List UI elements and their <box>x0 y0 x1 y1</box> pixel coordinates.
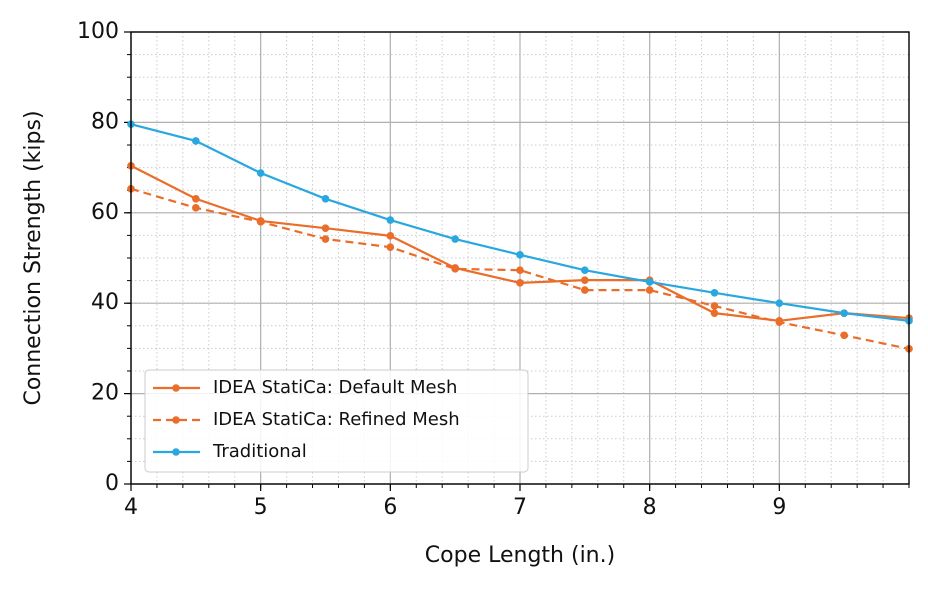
data-point <box>321 194 330 203</box>
data-point <box>256 169 265 177</box>
data-point <box>321 235 330 243</box>
data-point <box>645 278 654 286</box>
x-axis-label: Cope Length (in.) <box>425 543 615 568</box>
data-point <box>581 276 589 284</box>
x-tick-label: 4 <box>124 495 138 520</box>
data-point <box>710 289 719 297</box>
data-point <box>581 266 589 275</box>
x-tick-label: 9 <box>772 495 786 520</box>
data-point <box>386 243 395 251</box>
data-point <box>192 194 200 203</box>
legend-label: IDEA StatiCa: Default Mesh <box>213 377 457 398</box>
y-tick-label: 80 <box>91 109 119 134</box>
legend-marker <box>172 448 180 456</box>
data-point <box>775 299 784 308</box>
x-tick-label: 5 <box>254 495 268 520</box>
data-point <box>192 204 200 212</box>
data-point <box>386 216 395 224</box>
data-point <box>581 286 589 294</box>
plot-frame <box>130 31 910 485</box>
y-tick-label: 60 <box>91 200 119 225</box>
y-tick-label: 20 <box>91 381 119 406</box>
legend-box <box>144 369 529 473</box>
data-point <box>386 232 395 240</box>
y-tick-label: 100 <box>77 19 119 44</box>
legend-marker <box>172 416 180 424</box>
legend-label: IDEA StatiCa: Refined Mesh <box>213 409 460 430</box>
data-point <box>840 331 848 340</box>
data-point <box>516 279 524 287</box>
data-point <box>451 265 459 273</box>
data-point <box>451 235 459 243</box>
x-tick-label: 7 <box>513 495 527 520</box>
x-tick-label: 6 <box>383 495 397 520</box>
data-point <box>840 309 848 317</box>
y-axis-label: Connection Strength (kips) <box>21 110 46 405</box>
data-point <box>516 251 524 259</box>
data-point <box>710 302 719 310</box>
data-point <box>192 137 200 145</box>
x-tick-label: 8 <box>643 495 657 520</box>
data-point <box>256 218 265 226</box>
legend-marker <box>172 384 180 392</box>
data-point <box>775 318 784 326</box>
data-point <box>516 266 524 275</box>
data-point <box>645 286 654 294</box>
data-point <box>321 224 330 232</box>
y-tick-label: 0 <box>105 471 119 496</box>
y-tick-label: 40 <box>91 290 119 315</box>
data-point <box>710 309 719 317</box>
legend-label: Traditional <box>212 441 307 462</box>
